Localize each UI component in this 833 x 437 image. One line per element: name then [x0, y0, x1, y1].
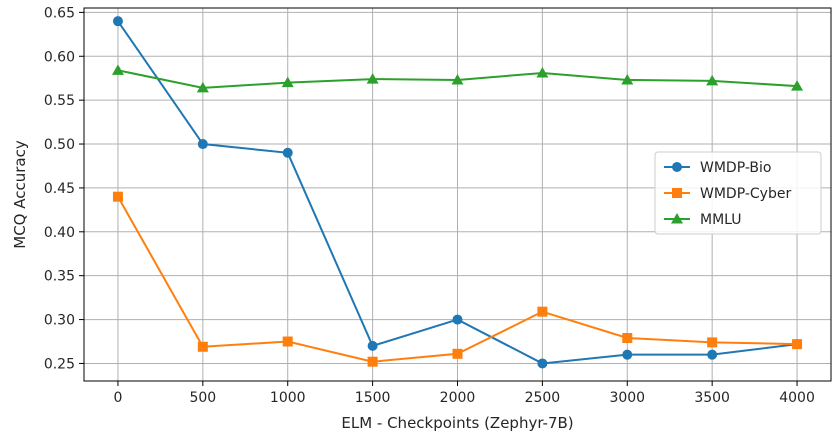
legend-label: WMDP-Cyber [700, 186, 791, 202]
data-point [282, 336, 293, 347]
x-tick-label: 1000 [270, 390, 306, 406]
data-point [707, 337, 718, 348]
x-tick-label: 2500 [525, 390, 561, 406]
legend-label: MMLU [700, 212, 742, 228]
legend-marker [672, 162, 682, 172]
data-point [111, 64, 124, 75]
data-point [452, 314, 463, 325]
legend-label: WMDP-Bio [700, 160, 771, 176]
series-mmlu [111, 64, 804, 93]
legend-item: MMLU [664, 212, 742, 228]
data-point [791, 80, 804, 91]
data-point [112, 16, 123, 27]
data-point [196, 81, 209, 93]
legend: WMDP-Bio WMDP-Cyber MMLU [654, 151, 822, 235]
y-tick-label: 0.55 [44, 93, 75, 109]
y-tick-label: 0.25 [44, 356, 75, 372]
data-point [537, 358, 548, 369]
x-tick-label: 4000 [779, 390, 815, 406]
y-axis: 0.25 0.30 0.35 0.40 0.45 0.50 0.55 0.60 0.65 [44, 5, 84, 372]
data-point [621, 73, 634, 85]
legend-box [654, 151, 822, 235]
x-tick-label: 2000 [440, 390, 476, 406]
data-point [536, 66, 549, 78]
x-tick-label: 500 [189, 390, 216, 406]
data-point [197, 341, 208, 352]
legend-marker [671, 213, 683, 224]
data-point [112, 191, 123, 202]
x-axis: 0 500 1000 1500 2000 2500 3000 3500 4000 [113, 381, 815, 406]
x-tick-label: 3000 [609, 390, 645, 406]
y-tick-label: 0.30 [44, 313, 75, 329]
y-tick-label: 0.40 [44, 225, 75, 241]
y-tick-label: 0.35 [44, 269, 75, 285]
data-point [452, 348, 463, 359]
data-point [367, 340, 378, 351]
legend-item: WMDP-Cyber [664, 186, 791, 202]
data-point [281, 76, 294, 88]
y-tick-label: 0.45 [44, 181, 75, 197]
y-tick-label: 0.65 [44, 5, 75, 21]
data-point [706, 74, 719, 86]
y-tick-label: 0.60 [44, 49, 75, 65]
legend-item: WMDP-Bio [664, 160, 771, 176]
data-point [792, 339, 803, 350]
data-point [366, 73, 379, 84]
data-point [197, 139, 208, 150]
x-axis-label: ELM - Checkpoints (Zephyr-7B) [341, 414, 573, 432]
y-axis-label: MCQ Accuracy [11, 140, 29, 249]
data-point [282, 147, 293, 158]
data-point [367, 356, 378, 367]
legend-marker [672, 188, 682, 198]
data-point [707, 349, 718, 360]
series-layer [111, 16, 804, 369]
series-wmdp-cyber [112, 191, 803, 367]
x-tick-label: 0 [113, 390, 122, 406]
data-point [622, 332, 633, 343]
data-point [451, 73, 464, 85]
data-point [537, 306, 548, 317]
y-tick-label: 0.50 [44, 137, 75, 153]
series-wmdp-bio [112, 16, 803, 369]
x-tick-label: 1500 [355, 390, 391, 406]
x-tick-label: 3500 [694, 390, 730, 406]
data-point [622, 349, 633, 360]
